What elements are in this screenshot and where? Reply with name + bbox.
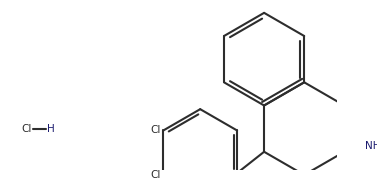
Text: H: H bbox=[47, 124, 55, 134]
Text: NH: NH bbox=[365, 141, 377, 151]
Text: Cl: Cl bbox=[150, 170, 161, 180]
Text: Cl: Cl bbox=[150, 125, 161, 135]
Text: Cl: Cl bbox=[21, 124, 31, 134]
